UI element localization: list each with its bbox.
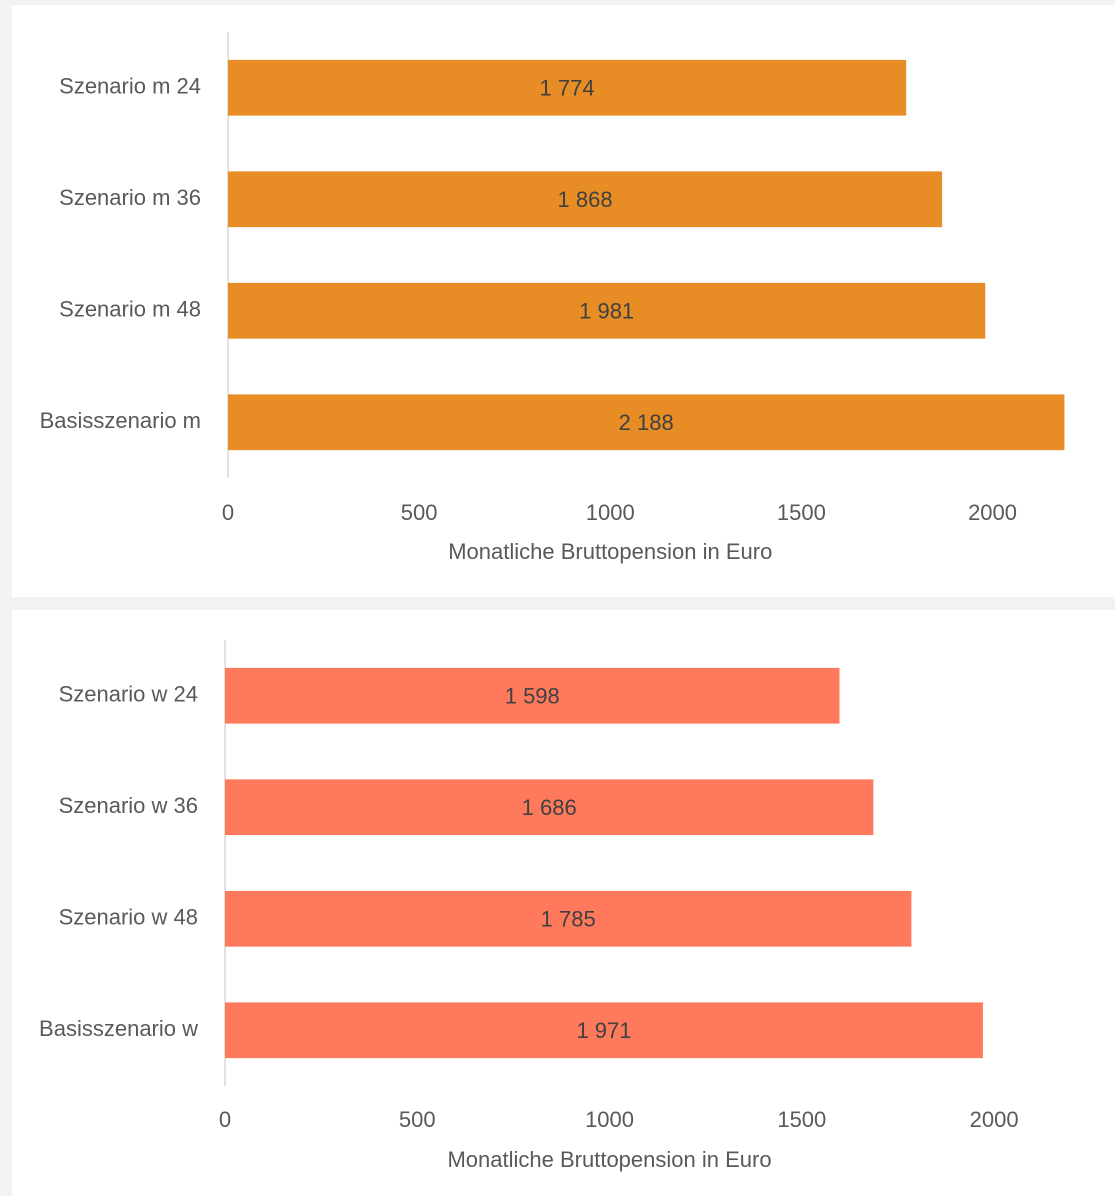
bar [225, 890, 912, 947]
x-tick-label: 0 [219, 1107, 231, 1132]
bar [228, 282, 986, 339]
category-label: Szenario m 48 [59, 297, 201, 322]
value-label: 1 981 [579, 299, 634, 324]
x-tick-label: 1500 [777, 500, 826, 525]
category-label: Basisszenario m [40, 408, 201, 433]
x-tick-label: 500 [399, 1107, 436, 1132]
category-label: Szenario w 36 [59, 793, 198, 818]
category-label: Szenario m 24 [59, 74, 201, 99]
x-tick-label: 1000 [586, 500, 635, 525]
category-label: Szenario w 48 [59, 905, 198, 930]
bar [228, 59, 907, 116]
bar [225, 1002, 983, 1059]
value-label: 1 785 [541, 907, 596, 932]
x-tick-label: 1000 [585, 1107, 634, 1132]
bar [228, 171, 943, 228]
x-tick-label: 0 [222, 500, 234, 525]
value-label: 1 686 [522, 795, 577, 820]
x-tick-label: 500 [401, 500, 438, 525]
x-axis-title: Monatliche Bruttopension in Euro [447, 1147, 771, 1172]
category-label: Basisszenario w [39, 1016, 198, 1041]
bar [225, 779, 874, 836]
category-label: Szenario m 36 [59, 185, 201, 210]
value-label: 1 774 [540, 76, 595, 101]
x-tick-label: 2000 [970, 1107, 1019, 1132]
bar [228, 394, 1065, 451]
category-label: Szenario w 24 [59, 682, 198, 707]
value-label: 1 971 [576, 1018, 631, 1043]
value-label: 1 868 [558, 187, 613, 212]
x-tick-label: 2000 [968, 500, 1017, 525]
bar [225, 667, 840, 724]
x-tick-label: 1500 [777, 1107, 826, 1132]
value-label: 1 598 [505, 684, 560, 709]
x-axis-title: Monatliche Bruttopension in Euro [448, 539, 772, 564]
value-label: 2 188 [619, 410, 674, 435]
